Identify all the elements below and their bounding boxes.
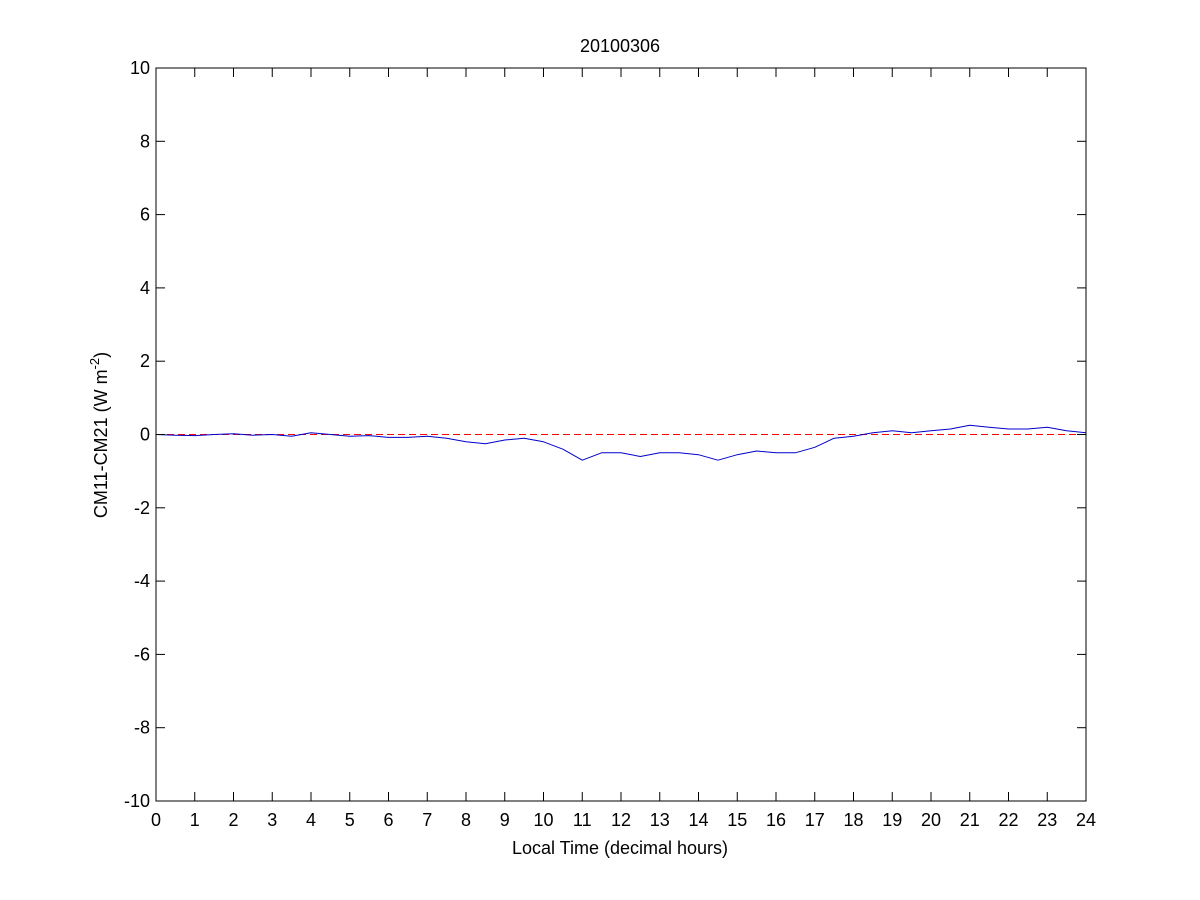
plot-area: 0 1 2 3 4 5 6 7 8 9 10 11 12 13 14 15 16 17 18 19 20 21 22 23 24… bbox=[124, 58, 1096, 830]
y-axis-label-close: ) bbox=[91, 352, 111, 358]
y-tick-label: -4 bbox=[134, 571, 150, 591]
y-tick-label: 0 bbox=[140, 425, 150, 445]
x-tick-label: 4 bbox=[306, 810, 316, 830]
x-tick-label: 1 bbox=[190, 810, 200, 830]
x-tick-label: 14 bbox=[688, 810, 708, 830]
x-tick-label: 22 bbox=[998, 810, 1018, 830]
x-tick-label: 10 bbox=[533, 810, 553, 830]
chart-title: 20100306 bbox=[580, 36, 660, 56]
x-tick-label: 0 bbox=[151, 810, 161, 830]
y-tick-label: 8 bbox=[140, 131, 150, 151]
x-tick-label: 7 bbox=[422, 810, 432, 830]
x-tick-label: 19 bbox=[882, 810, 902, 830]
x-tick-label: 20 bbox=[921, 810, 941, 830]
x-tick-label: 21 bbox=[960, 810, 980, 830]
x-tick-label: 13 bbox=[650, 810, 670, 830]
x-tick-label: 6 bbox=[383, 810, 393, 830]
y-axis-label: CM11-CM21 (W m-2) bbox=[87, 352, 111, 518]
y-tick-label: -2 bbox=[134, 498, 150, 518]
x-tick-label: 2 bbox=[228, 810, 238, 830]
x-tick-label: 9 bbox=[500, 810, 510, 830]
x-tick-label: 5 bbox=[345, 810, 355, 830]
x-tick-label: 17 bbox=[805, 810, 825, 830]
y-tick-label: 4 bbox=[140, 278, 150, 298]
y-tick-label: 10 bbox=[130, 58, 150, 78]
y-tick-label: 6 bbox=[140, 205, 150, 225]
y-tick-label: -8 bbox=[134, 718, 150, 738]
x-tick-label: 24 bbox=[1076, 810, 1096, 830]
x-tick-label: 23 bbox=[1037, 810, 1057, 830]
y-tick-label: -10 bbox=[124, 791, 150, 811]
x-tick-label: 3 bbox=[267, 810, 277, 830]
y-axis-label-main: CM11-CM21 (W m bbox=[91, 369, 111, 518]
x-tick-label: 18 bbox=[843, 810, 863, 830]
x-tick-label: 12 bbox=[611, 810, 631, 830]
x-tick-label: 15 bbox=[727, 810, 747, 830]
y-axis-label-superscript: -2 bbox=[87, 358, 102, 370]
series-line bbox=[155, 424, 1087, 461]
x-axis-label: Local Time (decimal hours) bbox=[512, 838, 728, 858]
y-tick-label: 2 bbox=[140, 351, 150, 371]
x-tick-label: 8 bbox=[461, 810, 471, 830]
y-tick-label: -6 bbox=[134, 644, 150, 664]
x-tick-label: 16 bbox=[766, 810, 786, 830]
x-tick-label: 11 bbox=[573, 810, 592, 830]
